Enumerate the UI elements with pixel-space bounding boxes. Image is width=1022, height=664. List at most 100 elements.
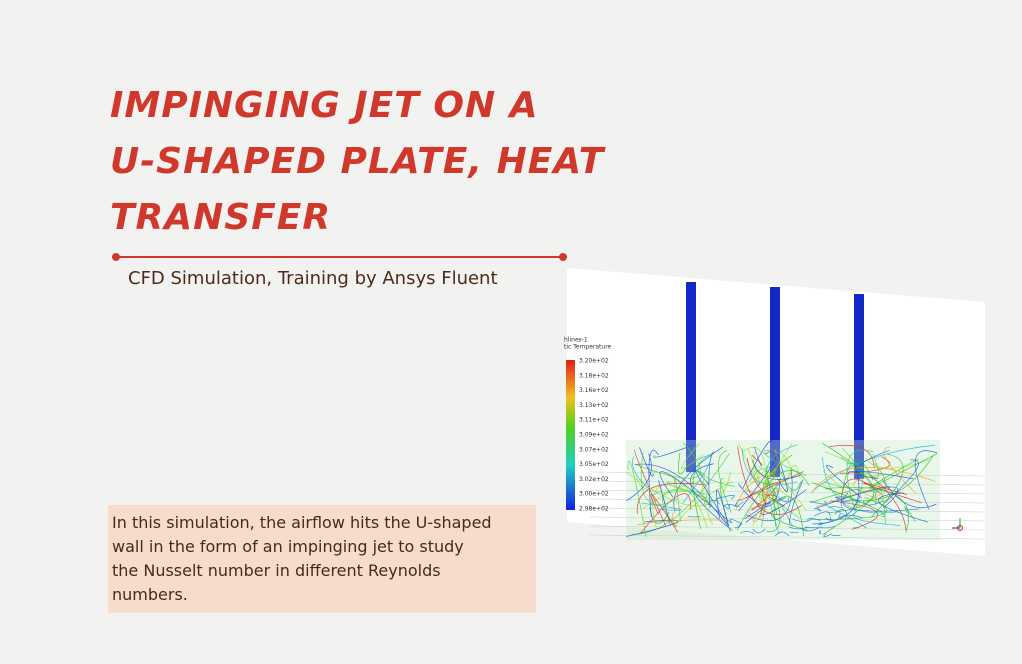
streamline — [626, 453, 652, 502]
streamline — [789, 479, 804, 526]
streamline — [814, 511, 831, 517]
streamline — [818, 521, 828, 526]
streamline — [847, 470, 914, 480]
streamline — [863, 500, 883, 506]
streamline — [838, 513, 849, 518]
grid-line — [589, 516, 986, 522]
streamline — [861, 509, 870, 512]
streamline — [821, 470, 861, 508]
streamline — [816, 486, 891, 508]
jet-column — [770, 287, 780, 477]
streamline — [773, 487, 780, 527]
title-line: U-SHAPED PLATE, HEAT — [110, 141, 605, 182]
divider — [115, 256, 563, 258]
streamline — [834, 496, 847, 498]
streamline — [688, 515, 701, 518]
streamline — [690, 463, 733, 531]
streamline — [828, 444, 875, 469]
divider-dot — [559, 253, 567, 261]
streamline — [736, 470, 810, 531]
legend-label: 3.07e+02 — [579, 446, 609, 453]
streamline — [635, 442, 701, 479]
streamline — [830, 516, 842, 522]
streamline — [870, 453, 904, 518]
streamline — [822, 457, 899, 514]
streamline — [642, 481, 708, 509]
streamline — [881, 478, 937, 508]
axis-triad — [952, 518, 963, 531]
color-bar — [566, 360, 575, 510]
legend-title: hlines-1 — [564, 337, 588, 344]
streamline — [718, 450, 732, 513]
streamline — [761, 489, 807, 515]
jet-column — [686, 282, 696, 472]
title: IMPINGING JET ON A U-SHAPED PLATE, HEAT … — [110, 78, 604, 246]
title-line: IMPINGING JET ON A — [110, 85, 539, 126]
streamline — [722, 503, 730, 509]
legend-label: 3.00e+02 — [579, 491, 609, 498]
streamline — [774, 531, 790, 537]
streamline — [708, 451, 714, 508]
streamline — [845, 514, 864, 519]
streamline — [869, 453, 937, 489]
streamline — [734, 501, 744, 507]
streamline — [627, 460, 647, 537]
streamline — [737, 522, 743, 529]
legend-label: 3.11e+02 — [579, 417, 609, 424]
streamline — [659, 471, 731, 523]
streamline — [715, 495, 735, 500]
streamline — [695, 469, 728, 525]
streamline — [824, 451, 856, 474]
streamline — [753, 464, 807, 511]
streamline — [742, 440, 773, 489]
streamline — [744, 501, 771, 523]
streamline — [825, 504, 867, 529]
streamline — [640, 493, 691, 534]
streamline — [626, 519, 679, 537]
legend-label: 2.98e+02 — [579, 506, 609, 513]
streamline — [766, 486, 781, 532]
streamline — [634, 463, 729, 527]
streamline — [853, 512, 901, 526]
streamline — [650, 493, 679, 533]
streamline — [648, 449, 659, 518]
streamline — [707, 499, 721, 505]
legend-label: 3.05e+02 — [579, 461, 609, 468]
streamline — [786, 464, 801, 482]
streamline — [804, 526, 822, 529]
streamlines — [625, 440, 938, 538]
streamline — [745, 489, 800, 519]
streamline — [811, 497, 888, 520]
streamline — [625, 471, 731, 507]
subtitle: CFD Simulation, Training by Ansys Fluent — [128, 268, 498, 289]
streamline — [868, 473, 907, 531]
streamline — [741, 448, 798, 486]
streamline — [737, 446, 802, 515]
description-line: wall in the form of an impinging jet to … — [112, 537, 464, 556]
streamline — [678, 452, 688, 475]
streamline — [810, 467, 936, 494]
streamline — [812, 466, 860, 525]
streamline — [830, 500, 878, 530]
streamline — [681, 443, 704, 469]
legend-label: 3.02e+02 — [579, 476, 609, 483]
streamline — [813, 486, 899, 510]
streamline — [792, 518, 812, 522]
streamline — [662, 489, 708, 528]
streamline — [753, 443, 793, 483]
streamline — [729, 518, 741, 524]
streamline — [673, 477, 681, 522]
streamline — [825, 517, 834, 522]
streamline — [653, 444, 695, 458]
streamline — [834, 509, 848, 515]
streamline — [754, 446, 762, 467]
streamline — [884, 459, 919, 503]
streamline — [737, 477, 781, 507]
streamline — [752, 528, 766, 534]
streamline — [777, 497, 786, 502]
streamline — [636, 482, 707, 514]
legend-label: 3.09e+02 — [579, 432, 609, 439]
streamline — [745, 467, 793, 522]
